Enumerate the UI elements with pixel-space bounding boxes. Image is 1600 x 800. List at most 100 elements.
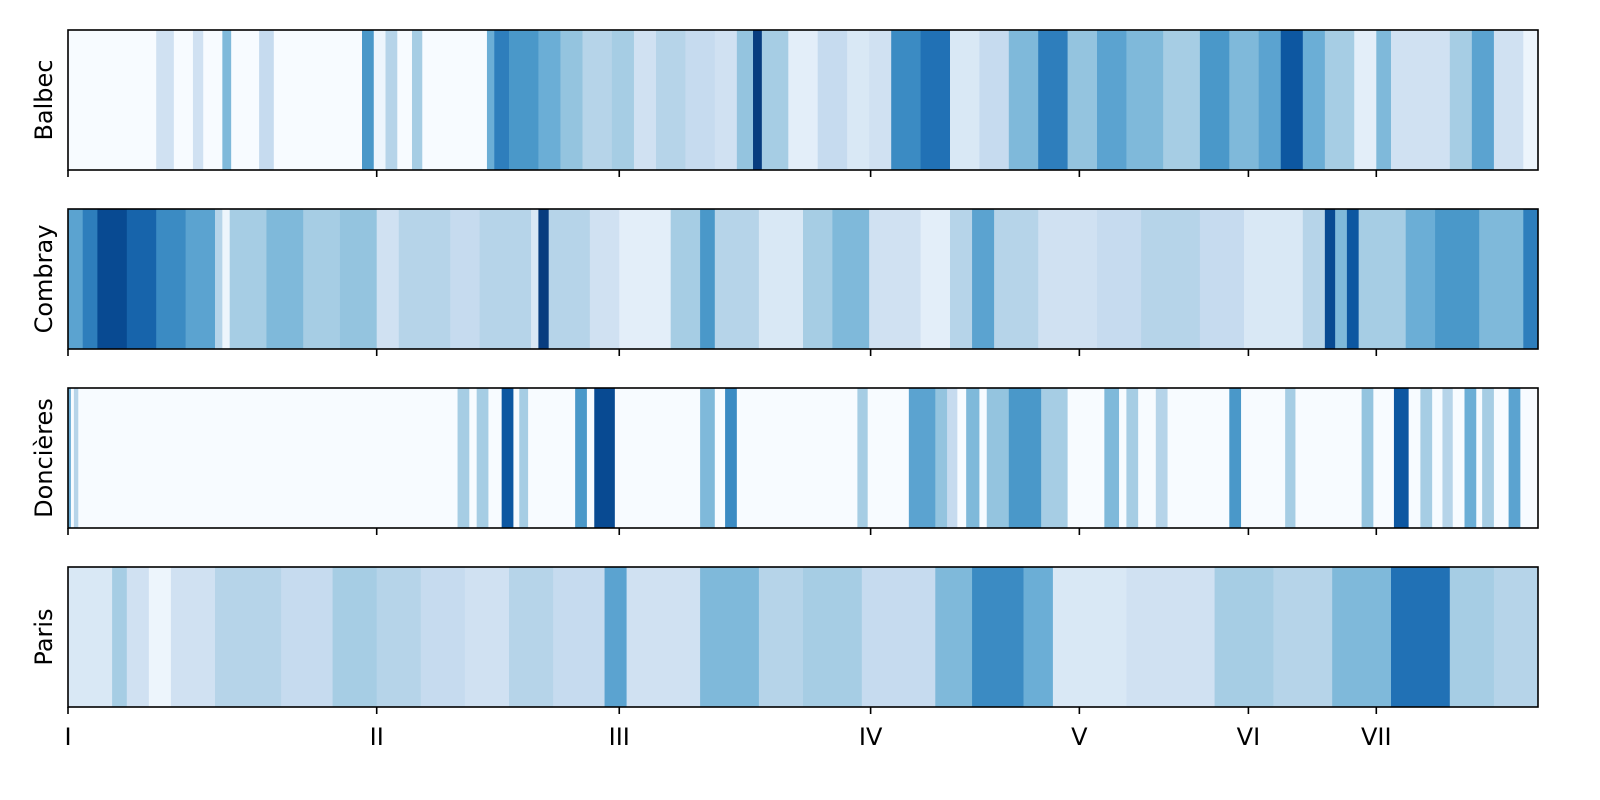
- heat-cell: [231, 30, 260, 170]
- heat-cell: [479, 209, 532, 349]
- heat-cell: [156, 209, 186, 349]
- heat-cell: [817, 30, 848, 170]
- heat-cell: [1199, 30, 1230, 170]
- heat-cell: [1285, 388, 1296, 528]
- x-tick-label: V: [1071, 723, 1088, 751]
- heat-cell: [1523, 209, 1539, 349]
- heat-cell: [986, 388, 1010, 528]
- heat-cell: [1482, 388, 1495, 528]
- heat-cell: [68, 30, 157, 170]
- heat-cell: [1214, 567, 1274, 707]
- heat-cell: [1471, 30, 1495, 170]
- heat-cell: [594, 388, 616, 528]
- heat-cell: [891, 30, 921, 170]
- heat-cell: [362, 30, 375, 170]
- heat-cell: [1408, 388, 1421, 528]
- heat-cell: [464, 567, 510, 707]
- heat-cell: [700, 567, 760, 707]
- heat-cell: [1038, 30, 1068, 170]
- heat-cell: [229, 209, 267, 349]
- heat-cell: [1241, 388, 1286, 528]
- heat-cell: [950, 209, 973, 349]
- heat-cell: [1138, 388, 1157, 528]
- heat-cell: [1520, 388, 1539, 528]
- heat-cell: [861, 567, 936, 707]
- heat-cell: [1097, 209, 1142, 349]
- heat-cell: [78, 388, 458, 528]
- heat-cell: [509, 30, 539, 170]
- heat-cell: [1432, 388, 1443, 528]
- heat-cell: [1008, 30, 1039, 170]
- heat-cell: [1449, 30, 1473, 170]
- heat-cell: [192, 30, 204, 170]
- heat-cell: [1393, 388, 1410, 528]
- heat-cell: [908, 388, 936, 528]
- heat-cell: [450, 209, 480, 349]
- heat-cell: [1067, 388, 1105, 528]
- heat-cell: [947, 388, 958, 528]
- heat-cell: [68, 567, 113, 707]
- row-label: Balbec: [30, 59, 58, 140]
- heat-cell: [1097, 30, 1127, 170]
- heat-cell: [803, 209, 833, 349]
- heat-cell: [68, 209, 84, 349]
- heat-cell: [1126, 567, 1215, 707]
- heat-cell: [935, 567, 973, 707]
- heat-cell: [1476, 388, 1483, 528]
- heat-cell: [259, 30, 275, 170]
- heat-cell: [1008, 388, 1042, 528]
- heat-cell: [1493, 567, 1539, 707]
- heat-cell: [185, 209, 216, 349]
- heat-cell: [1358, 209, 1407, 349]
- x-tick-label: II: [370, 723, 384, 751]
- x-tick-label: IV: [859, 723, 883, 751]
- heat-cell: [803, 567, 863, 707]
- heat-cell: [972, 567, 1024, 707]
- heat-cell: [281, 567, 333, 707]
- heat-cell: [656, 30, 686, 170]
- heat-cell: [1229, 388, 1242, 528]
- heat-cell: [979, 30, 1010, 170]
- heat-cell: [1420, 388, 1433, 528]
- x-tick-label: VII: [1361, 723, 1392, 751]
- panel-frame: [67, 387, 1539, 529]
- heat-cell: [1126, 388, 1139, 528]
- heat-cell: [548, 209, 591, 349]
- heat-cell: [725, 388, 738, 528]
- heat-cell: [761, 30, 789, 170]
- heat-cell: [736, 30, 754, 170]
- heat-cell: [758, 209, 804, 349]
- heat-cell: [1405, 209, 1436, 349]
- heat-cell: [68, 388, 72, 528]
- heat-cell: [935, 388, 948, 528]
- heat-cell: [1332, 567, 1392, 707]
- heat-cell: [222, 209, 231, 349]
- heat-cell: [1295, 388, 1362, 528]
- heat-cell: [847, 30, 870, 170]
- heat-cell: [1258, 30, 1282, 170]
- heat-cell: [266, 209, 304, 349]
- heat-cell: [857, 388, 869, 528]
- heat-cell: [398, 209, 451, 349]
- heat-cell: [920, 30, 951, 170]
- heat-cell: [575, 388, 588, 528]
- heat-cell: [457, 388, 470, 528]
- heat-cell: [1361, 388, 1374, 528]
- panel-balbec: Balbec: [30, 29, 1539, 177]
- heat-cell: [509, 567, 554, 707]
- heat-cell: [215, 567, 282, 707]
- heat-cell: [1391, 30, 1451, 170]
- heat-cell: [73, 388, 79, 528]
- heat-cell: [979, 388, 988, 528]
- heat-cell: [1346, 209, 1360, 349]
- panel-doncires: Doncières: [30, 387, 1539, 535]
- heat-cell: [156, 30, 175, 170]
- row-label: Paris: [30, 608, 58, 665]
- heat-cell: [397, 30, 413, 170]
- heat-cell: [173, 30, 194, 170]
- heat-cell: [1167, 388, 1230, 528]
- heat-cell: [1354, 30, 1377, 170]
- heat-cell: [501, 388, 514, 528]
- heat-cell: [700, 209, 716, 349]
- heat-cell: [373, 30, 386, 170]
